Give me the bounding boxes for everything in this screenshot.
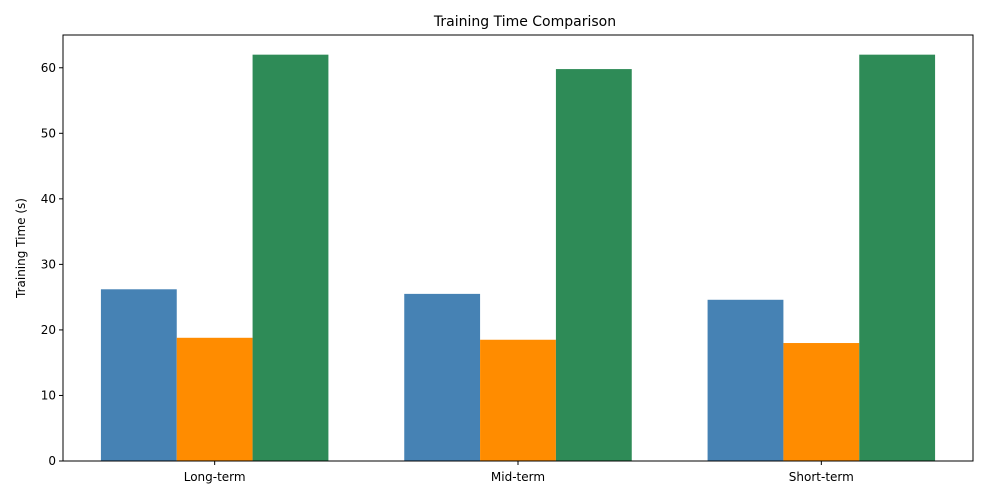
x-tick-label: Long-term — [184, 470, 246, 484]
bar-series3-short-term — [859, 54, 936, 461]
bar-series3-long-term — [252, 54, 329, 461]
y-tick-label: 50 — [41, 126, 56, 140]
y-tick-label: 20 — [41, 323, 56, 337]
y-tick-label: 40 — [41, 192, 56, 206]
y-axis-label: Training Time (s) — [14, 198, 28, 299]
x-tick-label: Short-term — [789, 470, 854, 484]
bar-series1-long-term — [100, 289, 177, 461]
bars-group — [100, 54, 936, 461]
chart-title: Training Time Comparison — [433, 14, 616, 30]
plot-frame — [62, 34, 974, 462]
y-tick-label: 30 — [41, 257, 56, 271]
bar-series1-short-term — [707, 299, 784, 461]
y-axis-ticks: 0 10 20 30 40 50 60 — [41, 61, 63, 468]
y-tick-label: 10 — [41, 388, 56, 402]
bar-series3-mid-term — [555, 69, 632, 461]
bar-series2-mid-term — [480, 339, 556, 461]
y-tick-label: 60 — [41, 61, 56, 75]
bar-series2-short-term — [783, 343, 860, 461]
x-tick-label: Mid-term — [491, 470, 545, 484]
bar-series1-mid-term — [404, 293, 481, 461]
bar-series2-long-term — [176, 337, 253, 461]
x-axis-ticks: Long-term Mid-term Short-term — [184, 461, 854, 484]
y-tick-label: 0 — [48, 454, 56, 468]
